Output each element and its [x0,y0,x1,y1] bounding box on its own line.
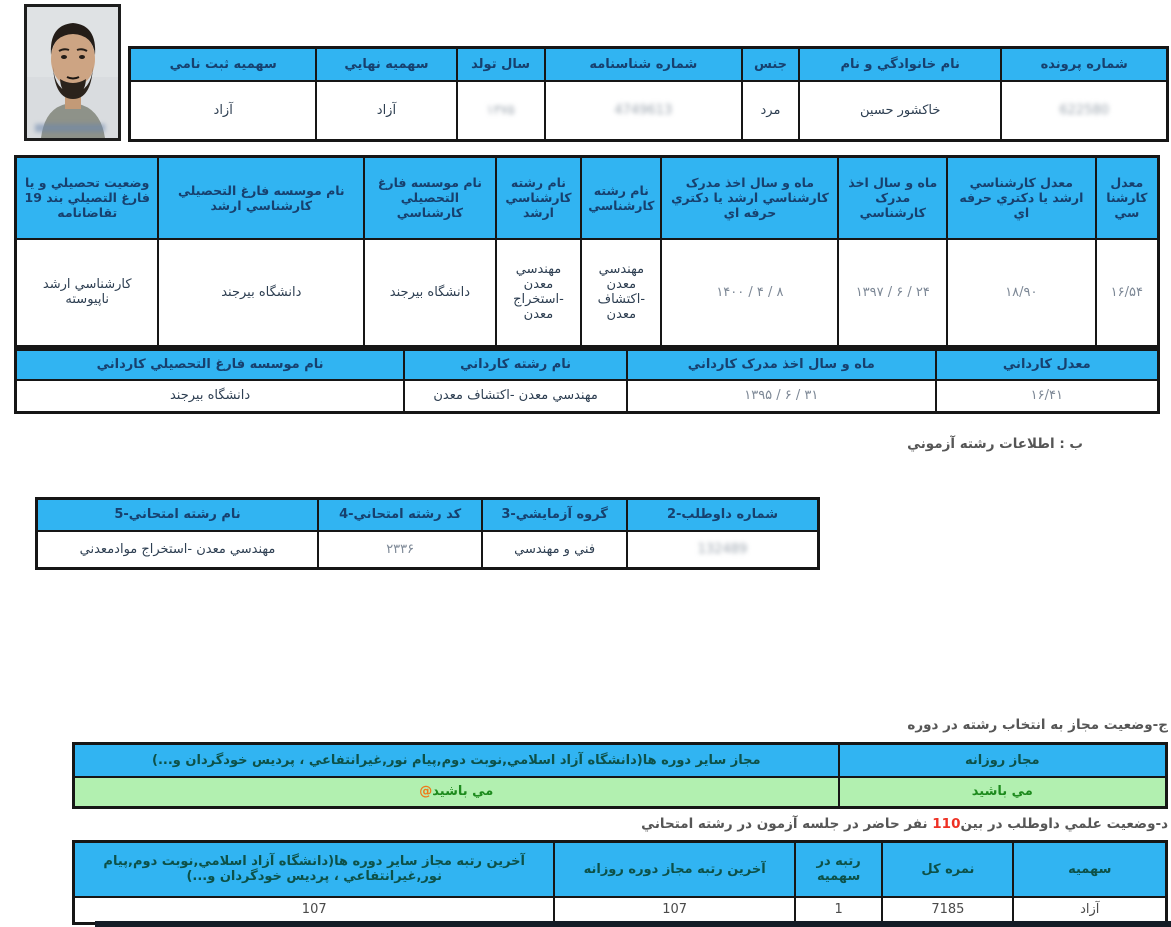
kardani-header-row: معدل کارداني ماه و سال اخذ مدرک کارداني … [14,348,1160,381]
exam-group-value: فني و مهندسي [481,529,628,570]
header-cell: نام رشته کارشناسي [580,155,663,240]
present-count: 110 [932,816,961,832]
header-cell: سهميه ثبت نامي [128,46,318,82]
quota-value: آزاد [1012,895,1168,925]
bachelor-university-value: دانشگاه بيرجند [363,237,497,348]
exam-code-value: ۲۳۳۶ [317,529,484,570]
applicant-photo-image [27,7,118,138]
header-label: شماره داوطلب [681,507,778,523]
header-number: 2- [666,507,682,523]
standing-table: سهميه نمره کل رتبه در سهميه آخرين رتبه م… [72,840,1168,925]
exam-header-row: 2- شماره داوطلب 3- گروه آزمايشي 4- کد رشته … [35,497,820,532]
section-c-title: ج-وضعيت مجاز به انتخاب رشته در دوره [907,717,1168,733]
bachelor-gpa-value: ۱۶/۵۴ [1094,237,1160,348]
master-gpa-value: ۱۸/۹۰ [946,237,1097,348]
kardani-degree-date-value: ۱۳۹۵ / ۶ / ۳۱ [626,378,937,414]
header-label: گروه آزمايشي [515,507,608,523]
header-label: کد رشته امتحاني [353,507,462,523]
header-cell: نام خانوادگي و نام [798,46,1003,82]
personal-header-row: شماره پرونده نام خانوادگي و نام جنس شمار… [128,46,1169,82]
header-cell: ماه و سال اخذ مدرک کارشناسي ارشد يا دکتر… [660,155,840,240]
last-daytime-rank-value: 107 [553,895,796,925]
section-d-title: د-وضعيت علمي داوطلب در بين110 نفر حاضر د… [641,816,1168,832]
header-cell: مجاز ساير دوره ها(دانشگاه آزاد اسلامي,نو… [72,742,840,778]
header-cell: نام موسسه فارغ التحصيلي کارشناسي [363,155,497,240]
master-university-value: دانشگاه بيرجند [157,237,366,348]
bachelor-major-value: مهندسي معدن -اکتشاف معدن [580,237,663,348]
daytime-eligibility-value: مي باشيد [837,775,1168,809]
eligibility-header-row: مجاز روزانه مجاز ساير دوره ها(دانشگاه آز… [72,742,1168,778]
standing-header-row: سهميه نمره کل رتبه در سهميه آخرين رتبه م… [72,840,1168,898]
master-major-value: مهندسي معدن -استخراج معدن [494,237,583,348]
education-history-table: معدل کارشناسي معدل کارشناسي ارشد يا دکتر… [14,155,1160,348]
header-cell: نام رشته کارداني [403,348,629,381]
header-cell: 3- گروه آزمايشي [481,497,628,532]
gender-value: مرد [740,79,801,142]
file-number-value: 622580 [1000,79,1169,142]
final-quota-value: آزاد [315,79,458,142]
header-cell: معدل کارشناسي ارشد يا دکتري حرفه اي [946,155,1097,240]
applicant-photo [24,4,121,141]
eligibility-value-row: مي باشيد مي باشيد@ [72,775,1168,809]
kardani-value-row: ۱۶/۴۱ ۱۳۹۵ / ۶ / ۳۱ مهندسي معدن -اکتشاف … [14,378,1160,414]
header-cell: سهميه [1012,840,1168,898]
rank-in-quota-value: 1 [793,895,884,925]
header-cell: جنس [740,46,801,82]
total-score-value: 7185 [881,895,1015,925]
education-header-row: معدل کارشناسي معدل کارشناسي ارشد يا دکتر… [14,155,1160,240]
education-status-value: کارشناسي ارشد ناپيوسته [14,237,160,348]
header-cell: نمره کل [881,840,1015,898]
header-cell: شماره شناسنامه [543,46,743,82]
header-cell: 4- کد رشته امتحاني [317,497,484,532]
id-number-value: 4749613 [543,79,743,142]
header-number: 5- [114,507,129,523]
standing-value-row: آزاد 7185 1 107 107 [72,895,1168,925]
exam-info-table: 2- شماره داوطلب 3- گروه آزمايشي 4- کد رشته … [35,497,820,570]
kardani-major-value: مهندسي معدن -اکتشاف معدن [403,378,629,414]
header-cell: وضعيت تحصيلي و يا فارغ التصيلي بند 19 تق… [14,155,160,240]
bachelor-degree-date-value: ۱۳۹۷ / ۶ / ۲۴ [837,237,949,348]
kardani-table: معدل کارداني ماه و سال اخذ مدرک کارداني … [14,348,1160,414]
exam-value-row: 132489 فني و مهندسي ۲۳۳۶ مهندسي معدن -اس… [35,529,820,570]
header-cell: رتبه در سهميه [793,840,884,898]
kardani-gpa-value: ۱۶/۴۱ [934,378,1160,414]
master-degree-date-value: ۱۴۰۰ / ۴ / ۸ [660,237,840,348]
section-b-title: ب : اطلاعات رشته آزموني [907,436,1083,452]
header-cell: نام موسسه فارغ التحصيلي کارشناسي ارشد [157,155,366,240]
header-cell: سهميه نهايي [315,46,458,82]
header-cell: معدل کارداني [934,348,1160,381]
header-cell: آخرين رتبه مجاز ساير دوره ها(دانشگاه آزا… [72,840,556,898]
kardani-university-value: دانشگاه بيرجند [14,378,406,414]
registration-quota-value: آزاد [128,79,318,142]
header-number: 4- [339,507,354,523]
next-table-top-edge [95,921,1171,927]
birth-year-value: ۱۳۷۵ [455,79,546,142]
exam-major-value: مهندسي معدن -استخراج موادمعدني [35,529,320,570]
last-other-rank-value: 107 [72,895,556,925]
header-label: نام رشته امتحاني [128,507,241,523]
header-cell: ماه و سال اخذ مدرک کارداني [626,348,937,381]
candidate-number-value: 132489 [625,529,820,570]
title-text-post: نفر حاضر در جلسه آزمون در رشته امتحاني [641,816,933,832]
full-name-value: خاکشور حسين [798,79,1003,142]
header-cell: نام رشته کارشناسي ارشد [494,155,583,240]
title-text-pre: د-وضعيت علمي داوطلب در بين [960,816,1168,832]
personal-info-table: شماره پرونده نام خانوادگي و نام جنس شمار… [128,46,1169,142]
header-cell: سال تولد [455,46,546,82]
header-number: 3- [501,507,516,523]
other-courses-eligibility-value: مي باشيد@ [72,775,840,809]
education-value-row: ۱۶/۵۴ ۱۸/۹۰ ۱۳۹۷ / ۶ / ۲۴ ۱۴۰۰ / ۴ / ۸ م… [14,237,1160,348]
header-cell: 2- شماره داوطلب [625,497,820,532]
header-cell: 5- نام رشته امتحاني [35,497,320,532]
header-cell: ماه و سال اخذ مدرک کارشناسي [837,155,949,240]
header-cell: شماره پرونده [1000,46,1169,82]
personal-value-row: 622580 خاکشور حسين مرد 4749613 ۱۳۷۵ آزاد… [128,79,1169,142]
header-cell: مجاز روزانه [837,742,1168,778]
eligibility-table: مجاز روزانه مجاز ساير دوره ها(دانشگاه آز… [72,742,1168,809]
at-sign: @ [419,784,433,800]
header-cell: نام موسسه فارغ التحصيلي کارداني [14,348,406,381]
header-cell: معدل کارشناسي [1094,155,1160,240]
header-cell: آخرين رتبه مجاز دوره روزانه [553,840,796,898]
